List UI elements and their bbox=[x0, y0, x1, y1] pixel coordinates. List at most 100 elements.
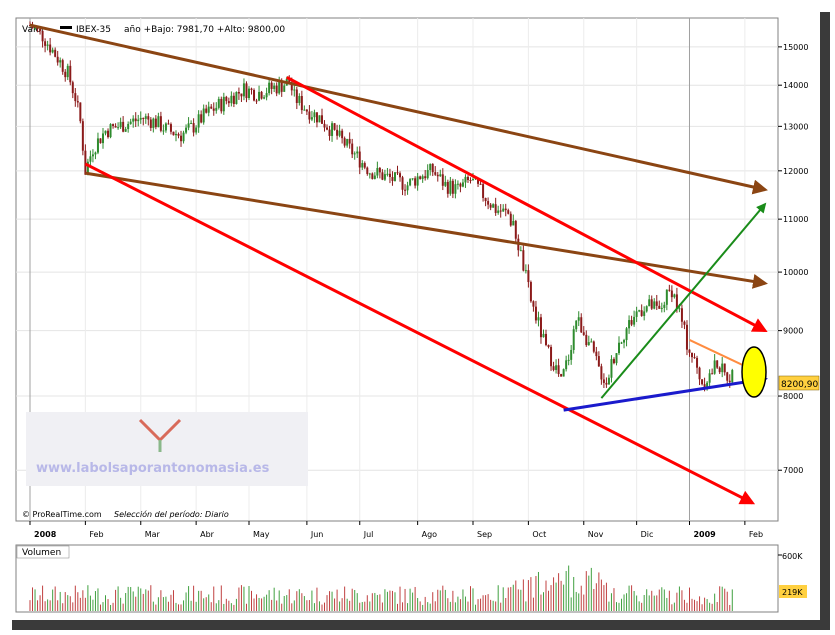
candle-body bbox=[597, 356, 600, 367]
volume-tick-label-low: 219K bbox=[782, 588, 803, 597]
candle-body bbox=[210, 106, 213, 109]
candle-body bbox=[648, 299, 651, 307]
candle-body bbox=[195, 127, 198, 133]
candle-body bbox=[658, 305, 661, 309]
header-range: año +Bajo: 7981,70 +Alto: 9800,00 bbox=[124, 25, 285, 35]
candle-body bbox=[381, 172, 384, 180]
candle-body bbox=[411, 178, 414, 180]
candle-body bbox=[668, 289, 671, 291]
candle-body bbox=[222, 96, 225, 112]
candle-body bbox=[600, 366, 603, 380]
candle-body bbox=[731, 370, 734, 383]
candle-body bbox=[139, 117, 142, 120]
volume-tick-label-high: 600K bbox=[782, 552, 803, 561]
candle-body bbox=[393, 172, 396, 181]
candle-body bbox=[129, 121, 132, 124]
volume-bars bbox=[29, 565, 733, 611]
candle-body bbox=[172, 131, 175, 136]
candle-body bbox=[117, 127, 120, 129]
candle-body bbox=[242, 83, 245, 97]
candle-body bbox=[713, 360, 716, 374]
candle-body bbox=[331, 123, 334, 136]
candle-body bbox=[399, 173, 402, 178]
candle-body bbox=[628, 320, 631, 329]
candle-body bbox=[348, 138, 351, 144]
candle-body bbox=[461, 182, 464, 187]
candle-body bbox=[283, 85, 286, 92]
candle-body bbox=[582, 332, 585, 335]
candle-body bbox=[293, 89, 296, 91]
candle-body bbox=[590, 341, 593, 343]
candle-body bbox=[149, 119, 152, 128]
candle-body bbox=[169, 124, 172, 132]
candle-body bbox=[265, 93, 268, 98]
candle-body bbox=[484, 197, 487, 202]
candle-body bbox=[673, 294, 676, 298]
candle-body bbox=[429, 163, 432, 171]
candle-body bbox=[39, 28, 42, 31]
candle-body bbox=[280, 81, 283, 92]
y-tick-label: 10000 bbox=[783, 268, 808, 277]
candle-body bbox=[91, 154, 94, 157]
candle-body bbox=[305, 109, 308, 112]
candle-body bbox=[220, 98, 223, 112]
candle-body bbox=[610, 359, 613, 378]
candle-body bbox=[547, 344, 550, 347]
candle-body bbox=[708, 373, 711, 383]
price-y-axis: 7000 8000 9000 10000 11000 12000 13000 14000 150… bbox=[778, 43, 808, 475]
candle-body bbox=[711, 373, 714, 375]
candle-body bbox=[61, 60, 64, 72]
candle-body bbox=[650, 299, 653, 309]
candle-body bbox=[182, 132, 185, 142]
candle-body bbox=[373, 175, 376, 179]
x-tick-label: Sep bbox=[477, 530, 492, 539]
x-tick-label: Feb bbox=[749, 530, 763, 539]
candle-body bbox=[134, 118, 137, 122]
candle-body bbox=[300, 96, 303, 111]
candle-body bbox=[494, 204, 497, 213]
candle-body bbox=[59, 60, 62, 63]
y-tick-label: 8000 bbox=[783, 392, 803, 401]
candle-body bbox=[431, 163, 434, 173]
x-tick-label: Jun bbox=[310, 530, 324, 539]
candle-body bbox=[524, 270, 527, 272]
window-shadow-right bbox=[820, 12, 830, 626]
candle-body bbox=[618, 342, 621, 354]
candle-body bbox=[104, 130, 107, 134]
x-tick-label: 2009 bbox=[693, 530, 716, 539]
candle-body bbox=[640, 310, 643, 316]
candle-body bbox=[557, 365, 560, 375]
candle-body bbox=[167, 123, 170, 125]
candle-body bbox=[570, 349, 573, 360]
candle-body bbox=[512, 220, 515, 226]
candle-body bbox=[333, 123, 336, 130]
watermark-logo bbox=[138, 418, 182, 452]
candle-body bbox=[499, 210, 502, 212]
candle-body bbox=[341, 130, 344, 139]
candle-body bbox=[328, 129, 331, 136]
candle-body bbox=[69, 65, 72, 83]
y-tick-label: 14000 bbox=[783, 81, 808, 90]
y-tick-label: 9000 bbox=[783, 327, 803, 336]
candle-body bbox=[514, 220, 517, 239]
candle-body bbox=[64, 71, 67, 78]
candle-body bbox=[207, 106, 210, 113]
candle-body bbox=[263, 97, 266, 99]
candle-body bbox=[86, 161, 89, 175]
candle-body bbox=[444, 181, 447, 186]
candle-body bbox=[451, 180, 454, 194]
candle-body bbox=[190, 123, 193, 125]
candle-body bbox=[278, 81, 281, 94]
candle-body bbox=[258, 91, 261, 101]
candle-body bbox=[560, 374, 563, 377]
month-x-axis: 2008 Feb Mar Abr May Jun Jul Ago Sep Oct Nov Dic 200… bbox=[29, 521, 763, 539]
candle-body bbox=[670, 290, 673, 298]
candle-body bbox=[366, 167, 369, 174]
candle-body bbox=[386, 173, 389, 175]
candle-body bbox=[454, 184, 457, 194]
candle-body bbox=[225, 96, 228, 102]
candle-body bbox=[472, 179, 475, 181]
candle-body bbox=[107, 130, 110, 138]
candle-body bbox=[180, 135, 183, 142]
